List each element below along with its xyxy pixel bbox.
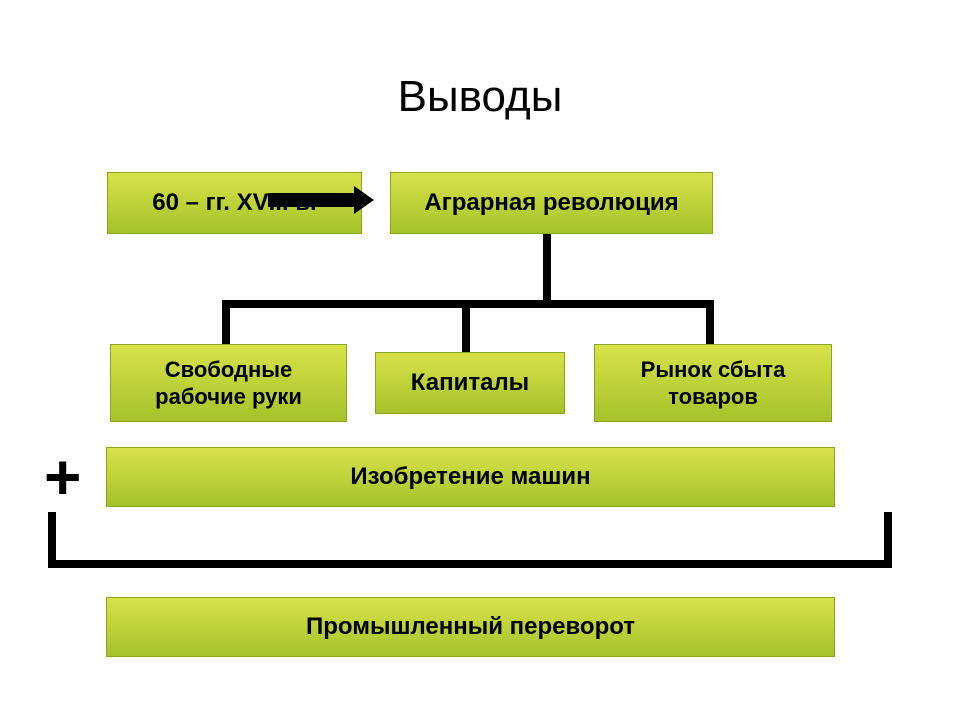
connector-agrarian-down	[543, 234, 551, 308]
box-industrial-label: Промышленный переворот	[306, 612, 635, 642]
arrow-period-to-agrarian	[268, 193, 354, 207]
plus-symbol: +	[44, 445, 81, 509]
box-labor-label: Свободные рабочие руки	[119, 356, 338, 411]
connector-drop-left	[222, 300, 230, 344]
box-industrial: Промышленный переворот	[106, 597, 835, 657]
box-capital: Капиталы	[375, 352, 565, 414]
box-labor: Свободные рабочие руки	[110, 344, 347, 422]
box-market: Рынок сбыта товаров	[594, 344, 832, 422]
box-agrarian-label: Аграрная революция	[424, 188, 678, 218]
bracket-bottom	[48, 560, 892, 568]
box-market-label: Рынок сбыта товаров	[603, 356, 823, 411]
box-capital-label: Капиталы	[411, 368, 529, 398]
connector-drop-right	[706, 300, 714, 344]
page-title: Выводы	[0, 72, 960, 122]
connector-drop-mid	[462, 300, 470, 352]
box-machines-label: Изобретение машин	[350, 462, 590, 492]
box-machines: Изобретение машин	[106, 447, 835, 507]
box-agrarian: Аграрная революция	[390, 172, 713, 234]
arrow-head-icon	[354, 186, 374, 214]
